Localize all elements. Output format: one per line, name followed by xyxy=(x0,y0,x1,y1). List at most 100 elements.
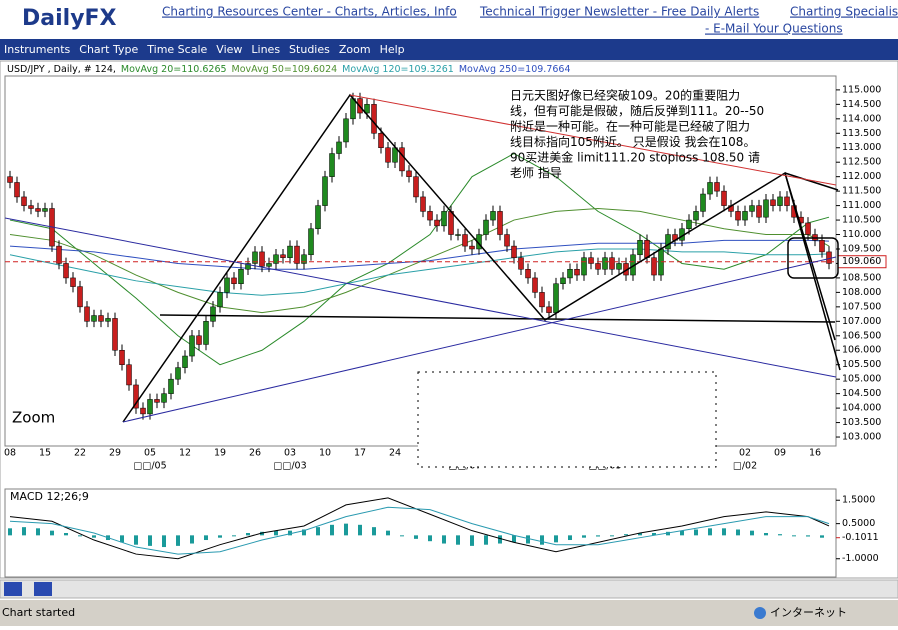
macd-bar xyxy=(554,535,558,543)
y-tick-label: 115.000 xyxy=(842,84,881,95)
link[interactable]: Charting Resources Center - Charts, Arti… xyxy=(162,5,457,19)
x-tick-label: 26 xyxy=(249,448,261,459)
macd-bar xyxy=(246,533,250,536)
menu-bar xyxy=(0,39,898,60)
menu-item[interactable]: Studies xyxy=(289,43,330,56)
candle-body xyxy=(686,219,692,229)
macd-bar xyxy=(386,530,390,536)
menu-item[interactable]: View xyxy=(216,43,242,56)
candle-body xyxy=(315,205,321,229)
macd-bar xyxy=(750,530,754,536)
candle-body xyxy=(665,234,671,250)
scroll-bar[interactable] xyxy=(0,579,898,599)
status-text: Chart started xyxy=(2,606,75,619)
candle-body xyxy=(763,199,769,218)
candle-body xyxy=(322,176,328,206)
last-price-label: 109.060 xyxy=(842,256,881,267)
candle-body xyxy=(70,277,76,287)
x-month-label: □□/03 xyxy=(273,461,306,472)
candle-body xyxy=(231,277,237,284)
macd-bar xyxy=(470,535,474,546)
candle-body xyxy=(63,263,69,279)
y-tick-label: 114.000 xyxy=(842,113,881,124)
candle-body xyxy=(427,211,433,221)
candle-body xyxy=(252,251,258,264)
candle-body xyxy=(182,355,188,368)
candle-body xyxy=(588,257,594,264)
indicator-line xyxy=(9,152,830,366)
candle-body xyxy=(175,367,181,380)
candle-body xyxy=(42,208,48,212)
macd-bar xyxy=(792,535,796,537)
candle-body xyxy=(406,170,412,177)
candle-body xyxy=(525,268,531,279)
link[interactable]: Technical Trigger Newsletter - Free Dail… xyxy=(479,5,759,19)
candle-body xyxy=(616,263,622,270)
candle-body xyxy=(609,257,615,270)
x-tick-label: 08 xyxy=(4,448,16,459)
candle-body xyxy=(7,176,13,183)
y-tick-label: 110.000 xyxy=(842,229,881,240)
candle-body xyxy=(518,257,524,270)
macd-bar xyxy=(50,530,54,536)
logo[interactable]: DailyFX xyxy=(22,6,117,31)
candle-body xyxy=(462,234,468,247)
candle-body xyxy=(35,208,41,212)
menu-item[interactable]: Help xyxy=(380,43,405,56)
link[interactable]: Charting Specialist xyxy=(790,5,898,19)
macd-bar xyxy=(162,535,166,548)
candle-body xyxy=(259,251,265,267)
menu-item[interactable]: Lines xyxy=(251,43,280,56)
y-tick-label: 105.000 xyxy=(842,374,881,385)
menu-item[interactable]: Zoom xyxy=(339,43,371,56)
candle-body xyxy=(56,245,62,264)
candle-body xyxy=(546,306,552,313)
zone-text: インターネット xyxy=(770,606,847,619)
candle-body xyxy=(651,257,657,276)
candle-body xyxy=(574,268,580,276)
candle-body xyxy=(280,254,286,258)
macd-bar xyxy=(288,530,292,536)
candle-body xyxy=(168,378,174,394)
scroll-button[interactable] xyxy=(34,582,52,596)
candle-body xyxy=(749,205,755,212)
zoom-label[interactable]: Zoom xyxy=(12,409,55,427)
candle-body xyxy=(217,292,223,308)
y-tick-label: 111.500 xyxy=(842,186,881,197)
menu-item[interactable]: Chart Type xyxy=(79,43,138,56)
annotation-line: 附近是一种可能。在一种可能是已经破了阻力 xyxy=(510,119,750,134)
macd-bar xyxy=(232,535,236,537)
menu-item[interactable]: Instruments xyxy=(4,43,71,56)
x-tick-label: 16 xyxy=(809,448,821,459)
macd-bar xyxy=(428,535,432,542)
candle-body xyxy=(455,234,461,236)
candle-body xyxy=(539,292,545,308)
status-bar xyxy=(0,600,898,626)
x-tick-label: 12 xyxy=(179,448,191,459)
candle-body xyxy=(434,219,440,227)
candle-body xyxy=(378,133,384,148)
candle-body xyxy=(448,211,454,235)
candle-body xyxy=(308,228,314,256)
candle-body xyxy=(161,393,167,403)
y-tick-label: 1.5000 xyxy=(842,495,875,506)
macd-bar xyxy=(624,534,628,536)
x-tick-label: 02 xyxy=(739,448,751,459)
candle-body xyxy=(413,176,419,198)
menu-item[interactable]: Time Scale xyxy=(146,43,207,56)
macd-bar xyxy=(302,529,306,536)
candle-body xyxy=(735,211,741,221)
link[interactable]: - E-Mail Your Questions xyxy=(705,22,843,36)
macd-bar xyxy=(680,530,684,536)
macd-bar xyxy=(540,535,544,545)
candle-body xyxy=(595,263,601,270)
x-tick-label: 09 xyxy=(774,448,786,459)
candle-body xyxy=(329,153,335,177)
candle-body xyxy=(189,335,195,357)
candle-body xyxy=(420,196,426,212)
scroll-button[interactable] xyxy=(4,582,22,596)
candle-body xyxy=(602,257,608,270)
candle-body xyxy=(777,196,783,206)
indicator-line xyxy=(9,497,830,560)
x-tick-label: 03 xyxy=(284,448,296,459)
